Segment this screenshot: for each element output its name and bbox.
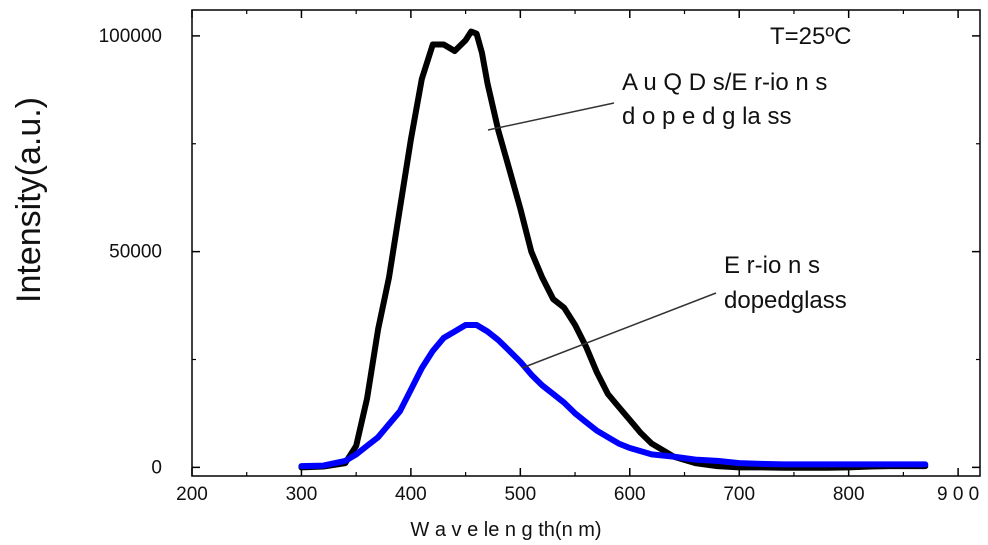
blue-series-label-line1: E r-io n s xyxy=(724,252,820,279)
x-tick-label: 800 xyxy=(833,484,865,505)
plot-area xyxy=(191,9,981,477)
black-series-label-line2: d o p e d g la ss xyxy=(622,103,791,130)
black-series-label-line1: A u Q D s/E r-io n s xyxy=(622,69,827,96)
temperature-label: T=25ºC xyxy=(770,23,851,50)
x-tick-label: 400 xyxy=(395,484,427,505)
ticks xyxy=(191,10,980,476)
blue-series-label-line2: dopedglass xyxy=(724,287,847,314)
y-axis-title: Intensity(a.u.) xyxy=(10,97,48,303)
x-tick-label: 600 xyxy=(614,484,646,505)
x-tick-label: 500 xyxy=(504,484,536,505)
x-tick-label: 700 xyxy=(723,484,755,505)
plot-frame xyxy=(191,9,981,477)
series-er-ions-doped-glass xyxy=(298,322,929,470)
series-layer xyxy=(298,28,929,471)
y-tick-label: 100000 xyxy=(99,26,162,47)
x-tick-label: 200 xyxy=(176,484,208,505)
x-axis-title: W a v e le n g th(n m) xyxy=(410,519,601,541)
series-auqds-er-ions-doped-glass xyxy=(298,28,929,471)
black-series-pointer xyxy=(487,102,615,131)
blue-series-pointer xyxy=(521,292,717,369)
x-tick-label: 300 xyxy=(286,484,318,505)
tick-labels: 200 300 400 500 600 700 800 9 0 0 0 50000 100000 xyxy=(99,26,980,505)
y-tick-label: 0 xyxy=(151,457,162,478)
y-tick-label: 50000 xyxy=(109,242,162,263)
x-tick-label: 9 0 0 xyxy=(937,484,979,505)
